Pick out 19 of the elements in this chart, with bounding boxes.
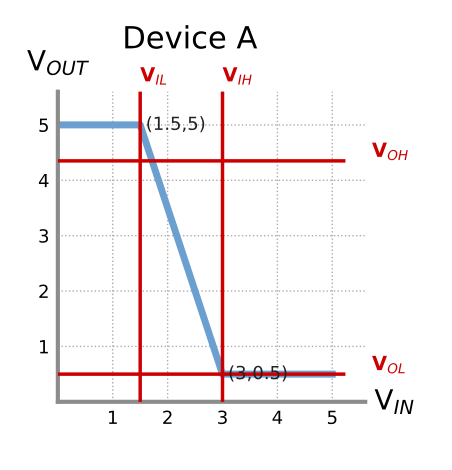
y-tick-label: 3 — [39, 229, 48, 243]
ref-line-label: V$_{OH}$ — [372, 142, 408, 160]
y-tick-label: 2 — [39, 284, 48, 298]
ref-line-label: V$_{OL}$ — [372, 356, 405, 374]
x-tick-label: 3 — [218, 410, 227, 424]
x-axis-title: V$_{IN}$ — [374, 389, 414, 414]
chart-title: Device A — [125, 25, 258, 49]
annotation: (3,0.5) — [230, 365, 287, 382]
y-tick-label: 5 — [39, 118, 48, 132]
annotation: (1.5,5) — [147, 116, 204, 132]
y-tick-label: 4 — [38, 174, 49, 188]
x-tick-label: 4 — [272, 410, 282, 424]
x-tick-label: 2 — [163, 410, 172, 424]
x-tick-label: 5 — [328, 410, 336, 424]
y-axis-title: V$_{OUT}$ — [27, 50, 89, 76]
x-tick-label: 1 — [108, 410, 117, 424]
ref-line-label: V$_{IL}$ — [140, 67, 166, 85]
y-tick-label: 1 — [40, 340, 48, 354]
ref-line-label: V$_{IH}$ — [222, 67, 252, 85]
